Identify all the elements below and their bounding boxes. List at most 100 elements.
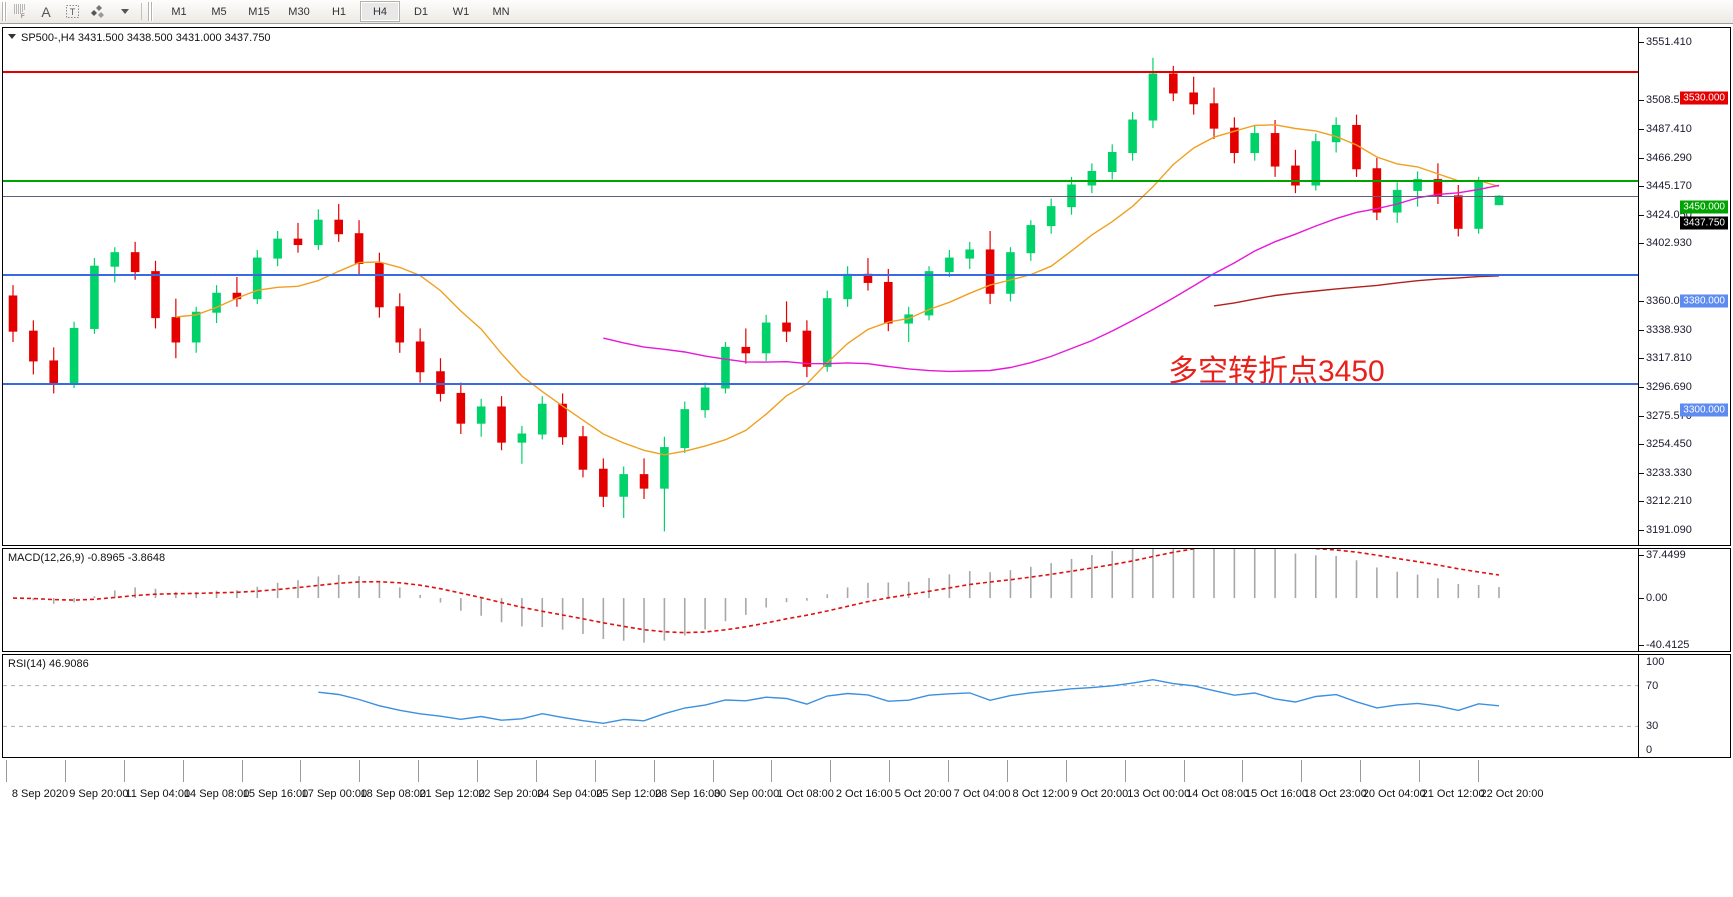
timeframe-d1[interactable]: D1 (413, 5, 429, 18)
time-gridline (712, 760, 714, 782)
price-tick-label: 3233.330 (1646, 466, 1692, 479)
time-gridline (64, 760, 66, 782)
price-tick-label: 3487.410 (1646, 122, 1692, 135)
objects-dropdown-caret-icon[interactable] (111, 1, 137, 22)
time-gridline (1360, 760, 1362, 782)
last-price-3437-tag[interactable]: 3437.750 (1680, 216, 1728, 230)
time-gridline (653, 760, 655, 782)
macd-tick-label: 37.4499 (1646, 549, 1686, 561)
panel-collapse-icon[interactable] (8, 34, 16, 39)
timeframe-m15[interactable]: M15 (248, 5, 270, 18)
crosshair-f-icon[interactable]: F (7, 1, 33, 22)
time-axis[interactable]: 8 Sep 2020 9 Sep 20:00 11 Sep 04:00 14 Sep … (2, 760, 1731, 895)
time-axis-label: 30 Sep 00:00 (713, 788, 780, 800)
timeframe-group-grip[interactable] (148, 2, 153, 21)
macd-plot-area[interactable] (3, 549, 1638, 651)
time-gridline (1419, 760, 1421, 782)
timeframe-m1[interactable]: M1 (171, 5, 187, 18)
support-3380-tag[interactable]: 3380.000 (1680, 294, 1728, 308)
rsi-tick-label: 100 (1646, 656, 1665, 668)
macd-scale-axis[interactable]: 37.4499 0.00 -40.4125 (1638, 549, 1730, 651)
resistance-3530-line[interactable] (3, 71, 1638, 74)
text-a-icon[interactable]: A (41, 3, 51, 20)
time-gridline (535, 760, 537, 782)
price-tick (1639, 128, 1644, 130)
price-tick (1639, 100, 1644, 102)
rsi-plot-area[interactable] (3, 655, 1638, 757)
time-axis-label: 22 Sep 20:00 (478, 788, 544, 800)
price-tick-label: 3551.410 (1646, 36, 1692, 49)
time-gridline (1183, 760, 1185, 782)
time-gridline (6, 760, 7, 782)
pivot-3450-tag[interactable]: 3450.000 (1680, 200, 1728, 214)
price-tick (1639, 42, 1644, 44)
last-price-3437-line[interactable] (3, 196, 1638, 198)
timeframe-m30[interactable]: M30 (288, 5, 310, 18)
price-tick (1639, 358, 1644, 360)
timeframe-h1[interactable]: H1 (331, 5, 347, 18)
timeframe-w1[interactable]: W1 (452, 5, 470, 18)
price-chart-header: SP500-,H4 3431.500 3438.500 3431.000 343… (21, 32, 271, 44)
price-tick (1639, 243, 1644, 245)
time-gridline (359, 760, 361, 782)
support-3300-tag[interactable]: 3300.000 (1680, 403, 1728, 417)
text-label-icon[interactable]: T (59, 1, 85, 22)
price-tick-label: 3445.170 (1646, 180, 1692, 193)
candlestick-series (8, 57, 1504, 532)
price-tick-label: 3466.290 (1646, 151, 1692, 164)
price-tick (1639, 301, 1644, 303)
price-tick (1639, 444, 1644, 446)
macd-indicator-panel[interactable]: MACD(12,26,9) -0.8965 -3.8648 37.4499 0.0… (2, 548, 1731, 652)
time-axis-label: 22 Oct 20:00 (1480, 788, 1544, 800)
toolbar-divider (141, 3, 142, 20)
price-scale-axis[interactable]: 3551.410 3508.530 3487.410 3466.290 3445.170… (1638, 28, 1730, 545)
pivot-3450-line[interactable] (3, 179, 1638, 182)
time-axis-label: 14 Sep 08:00 (183, 788, 250, 800)
time-axis-label: 17 Sep 00:00 (301, 788, 368, 800)
time-gridline (1478, 760, 1479, 782)
time-axis-label: 1 Oct 08:00 (777, 788, 834, 800)
time-gridline (771, 760, 773, 782)
time-gridline (1242, 760, 1244, 782)
chart-annotation-text: 多空转折点3450 (1168, 355, 1385, 388)
rsi-header: RSI(14) 46.9086 (8, 658, 89, 670)
macd-tick-label: -40.4125 (1646, 639, 1690, 651)
timeframe-m5[interactable]: M5 (211, 5, 227, 18)
timeframe-h4[interactable]: H4 (360, 1, 400, 22)
time-axis-label: 8 Oct 12:00 (1012, 788, 1070, 800)
toolbar-grip[interactable] (2, 2, 7, 21)
support-3380-line[interactable] (3, 274, 1638, 277)
support-3300-line[interactable] (3, 382, 1638, 385)
macd-tick (1639, 598, 1644, 600)
time-gridline (1301, 760, 1303, 782)
time-gridline (1124, 760, 1126, 782)
rsi-indicator-panel[interactable]: RSI(14) 46.9086 100 70 30 0 (2, 654, 1731, 758)
time-axis-label: 7 Oct 04:00 (953, 788, 1011, 800)
time-axis-label: 9 Sep 20:00 (69, 788, 129, 800)
price-tick (1639, 157, 1644, 159)
time-axis-label: 5 Oct 20:00 (894, 788, 952, 800)
price-tick (1639, 529, 1644, 531)
timeframe-group: M1 M5 M15 M30 H1 H4 D1 W1 MN (159, 1, 521, 22)
rsi-series (3, 678, 1638, 727)
time-axis-label: 13 Oct 00:00 (1127, 788, 1191, 800)
main-toolbar: F A T M1 M5 M15 M30 H1 H4 D1 W1 MN (0, 0, 1733, 24)
macd-tick (1639, 555, 1644, 556)
resistance-3530-tag[interactable]: 3530.000 (1680, 91, 1728, 105)
time-gridline (477, 760, 479, 782)
time-axis-label: 28 Sep 16:00 (654, 788, 721, 800)
price-tick-label: 3191.090 (1646, 523, 1692, 536)
price-tick (1639, 501, 1644, 503)
objects-icon[interactable] (85, 1, 111, 22)
svg-text:T: T (69, 7, 75, 17)
price-plot-area[interactable]: 多空转折点3450 (3, 28, 1638, 545)
time-axis-label: 25 Sep 12:00 (596, 788, 662, 800)
price-chart-panel[interactable]: SP500-,H4 3431.500 3438.500 3431.000 343… (2, 27, 1731, 546)
time-gridline (889, 760, 891, 782)
timeframe-mn[interactable]: MN (492, 5, 510, 18)
price-tick-label: 3254.450 (1646, 438, 1692, 451)
rsi-tick-label: 70 (1646, 679, 1659, 692)
time-gridline (123, 760, 125, 782)
rsi-scale-axis[interactable]: 100 70 30 0 (1638, 655, 1730, 757)
time-axis-label: 24 Sep 04:00 (537, 788, 603, 800)
